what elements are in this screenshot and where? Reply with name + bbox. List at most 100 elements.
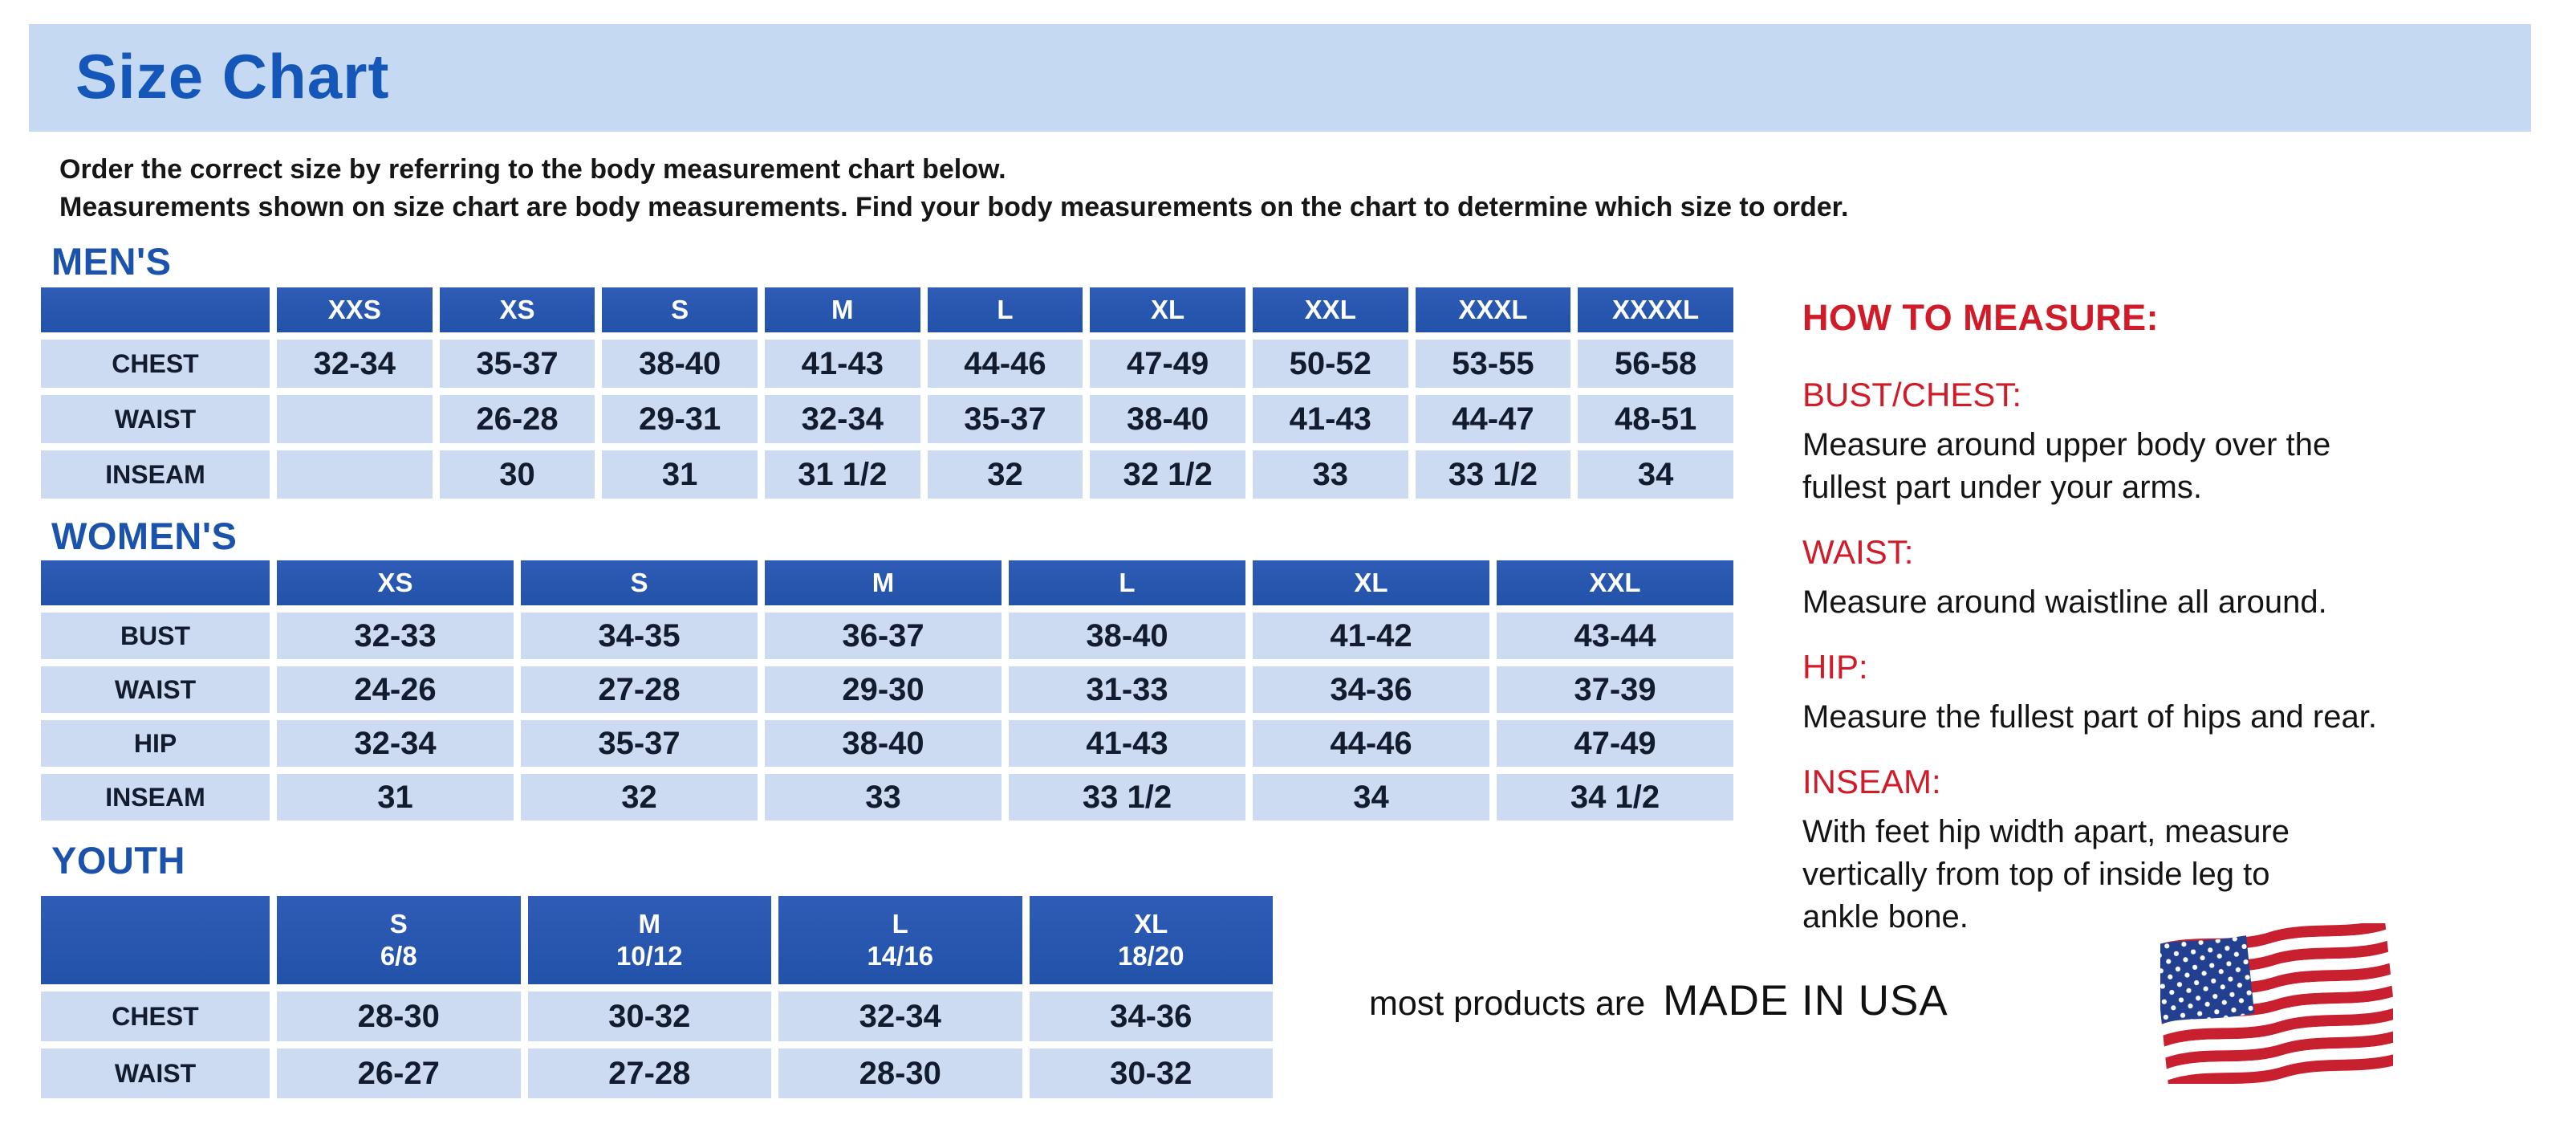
size-cell bbox=[277, 395, 433, 443]
mens-size-table: XXS XS S M L XL XXL XXXL XXXXL CHEST 32-… bbox=[34, 280, 1741, 506]
size-cell: 47-49 bbox=[1090, 340, 1245, 388]
mens-col-header: XXXL bbox=[1415, 287, 1571, 332]
size-cell: 33 1/2 bbox=[1009, 774, 1245, 820]
womens-section-label: WOMEN'S bbox=[51, 515, 238, 557]
youth-size-range: 10/12 bbox=[616, 941, 683, 971]
table-row: CHEST 32-34 35-37 38-40 41-43 44-46 47-4… bbox=[41, 340, 1733, 388]
made-in-prefix: most products are bbox=[1369, 984, 1646, 1023]
size-cell: 38-40 bbox=[1009, 613, 1245, 659]
how-to-measure-panel: HOW TO MEASURE: BUST/CHEST: Measure arou… bbox=[1802, 297, 2525, 963]
size-cell: 32-34 bbox=[277, 340, 433, 388]
size-cell: 32-34 bbox=[277, 720, 514, 767]
size-cell: 30-32 bbox=[1029, 1049, 1273, 1098]
table-row: HIP 32-34 35-37 38-40 41-43 44-46 47-49 bbox=[41, 720, 1733, 767]
measure-item-label: WAIST: bbox=[1802, 533, 1914, 571]
size-cell: 44-47 bbox=[1415, 395, 1571, 443]
size-cell: 41-43 bbox=[1009, 720, 1245, 767]
title-banner: Size Chart bbox=[29, 24, 2531, 132]
youth-size-code: M bbox=[638, 909, 661, 939]
table-row: WAIST 26-27 27-28 28-30 30-32 bbox=[41, 1049, 1273, 1098]
size-cell: 41-42 bbox=[1253, 613, 1489, 659]
size-cell: 31 bbox=[602, 450, 758, 499]
size-cell: 41-43 bbox=[764, 340, 920, 388]
size-cell: 34-36 bbox=[1029, 992, 1273, 1041]
size-cell: 29-30 bbox=[765, 666, 1002, 713]
size-cell: 30 bbox=[439, 450, 595, 499]
size-cell: 43-44 bbox=[1497, 613, 1733, 659]
womens-col-header: XXL bbox=[1497, 560, 1733, 605]
row-label: CHEST bbox=[41, 992, 270, 1041]
size-cell: 50-52 bbox=[1252, 340, 1408, 388]
youth-col-header: M 10/12 bbox=[527, 896, 771, 984]
row-label: INSEAM bbox=[41, 450, 270, 499]
youth-size-range: 14/16 bbox=[867, 941, 934, 971]
youth-col-header: XL 18/20 bbox=[1029, 896, 1273, 984]
size-cell: 34 1/2 bbox=[1497, 774, 1733, 820]
womens-col-header: M bbox=[765, 560, 1002, 605]
size-cell: 34 bbox=[1253, 774, 1489, 820]
size-cell: 38-40 bbox=[602, 340, 758, 388]
intro-line-1: Order the correct size by referring to t… bbox=[59, 154, 1006, 185]
size-cell: 53-55 bbox=[1415, 340, 1571, 388]
size-cell: 32 1/2 bbox=[1090, 450, 1245, 499]
size-cell: 29-31 bbox=[602, 395, 758, 443]
row-label: HIP bbox=[41, 720, 270, 767]
mens-section-label: MEN'S bbox=[51, 240, 172, 283]
row-label: CHEST bbox=[41, 340, 270, 388]
measure-item-text: Measure the fullest part of hips and rea… bbox=[1802, 699, 2377, 735]
row-label: INSEAM bbox=[41, 774, 270, 820]
table-row: CHEST 28-30 30-32 32-34 34-36 bbox=[41, 992, 1273, 1041]
measure-item-label: INSEAM: bbox=[1802, 763, 1941, 800]
intro-text: Order the correct size by referring to t… bbox=[59, 151, 1848, 226]
size-cell: 38-40 bbox=[1090, 395, 1245, 443]
size-cell: 28-30 bbox=[277, 992, 521, 1041]
youth-size-code: XL bbox=[1134, 909, 1168, 939]
measure-item-text: Measure around waistline all around. bbox=[1802, 584, 2327, 620]
youth-col-header: L 14/16 bbox=[778, 896, 1022, 984]
mens-col-header: XS bbox=[439, 287, 595, 332]
size-cell: 30-32 bbox=[527, 992, 771, 1041]
mens-col-header: L bbox=[927, 287, 1083, 332]
mens-col-header: XXXXL bbox=[1578, 287, 1733, 332]
size-cell: 32 bbox=[927, 450, 1083, 499]
youth-size-code: L bbox=[892, 909, 908, 939]
size-cell: 44-46 bbox=[1253, 720, 1489, 767]
mens-col-header-empty bbox=[41, 287, 270, 332]
youth-size-table: S 6/8 M 10/12 L 14/16 XL 18/20 CHEST 28-… bbox=[34, 889, 1280, 1106]
size-cell: 34 bbox=[1578, 450, 1733, 499]
intro-line-2: Measurements shown on size chart are bod… bbox=[59, 192, 1849, 222]
size-cell: 31-33 bbox=[1009, 666, 1245, 713]
size-cell: 35-37 bbox=[439, 340, 595, 388]
youth-col-header-empty bbox=[41, 896, 270, 984]
row-label: WAIST bbox=[41, 395, 270, 443]
size-cell: 34-36 bbox=[1253, 666, 1489, 713]
size-cell: 38-40 bbox=[765, 720, 1002, 767]
size-cell: 26-27 bbox=[277, 1049, 521, 1098]
youth-section-label: YOUTH bbox=[51, 839, 185, 882]
size-cell: 35-37 bbox=[521, 720, 758, 767]
youth-size-range: 18/20 bbox=[1117, 941, 1184, 971]
size-cell: 27-28 bbox=[521, 666, 758, 713]
size-cell bbox=[277, 450, 433, 499]
size-cell: 31 1/2 bbox=[764, 450, 920, 499]
measure-item-label: HIP: bbox=[1802, 648, 1868, 686]
size-cell: 26-28 bbox=[439, 395, 595, 443]
size-cell: 32 bbox=[521, 774, 758, 820]
mens-col-header: S bbox=[602, 287, 758, 332]
size-cell: 32-34 bbox=[764, 395, 920, 443]
size-cell: 47-49 bbox=[1497, 720, 1733, 767]
size-cell: 31 bbox=[277, 774, 514, 820]
page-title: Size Chart bbox=[75, 41, 390, 112]
size-cell: 56-58 bbox=[1578, 340, 1733, 388]
size-cell: 35-37 bbox=[927, 395, 1083, 443]
mens-header-row: XXS XS S M L XL XXL XXXL XXXXL bbox=[41, 287, 1733, 332]
table-row: INSEAM 31 32 33 33 1/2 34 34 1/2 bbox=[41, 774, 1733, 820]
row-label: WAIST bbox=[41, 1049, 270, 1098]
womens-col-header: XL bbox=[1253, 560, 1489, 605]
youth-size-code: S bbox=[389, 909, 408, 939]
size-cell: 34-35 bbox=[521, 613, 758, 659]
measure-item-text: With feet hip width apart, measure verti… bbox=[1802, 814, 2290, 935]
mens-col-header: XL bbox=[1090, 287, 1245, 332]
row-label: WAIST bbox=[41, 666, 270, 713]
